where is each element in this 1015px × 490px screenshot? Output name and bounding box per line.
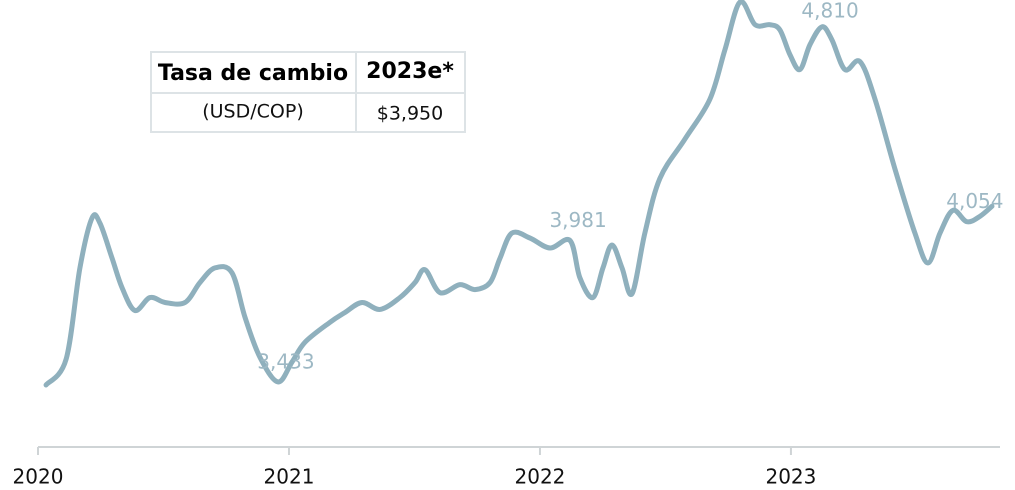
x-tick-label: 2021 — [264, 465, 315, 489]
table-header: Tasa de cambio — [158, 61, 348, 86]
x-tick-label: 2023 — [765, 465, 816, 489]
value-label: 3,981 — [549, 208, 606, 232]
table-cell: (USD/COP) — [202, 101, 304, 123]
x-tick-label: 2022 — [515, 465, 566, 489]
value-label: 4,054 — [946, 189, 1003, 213]
value-label: 3,433 — [257, 349, 314, 373]
line — [43, 0, 995, 388]
table-header: 2023e* — [366, 59, 454, 84]
x-tick-label: 2020 — [13, 465, 64, 489]
value-label: 4,810 — [801, 0, 858, 23]
table-cell: $3,950 — [377, 103, 443, 125]
info-table: Tasa de cambio 2023e* (USD/COP) $3,950 — [150, 51, 466, 133]
